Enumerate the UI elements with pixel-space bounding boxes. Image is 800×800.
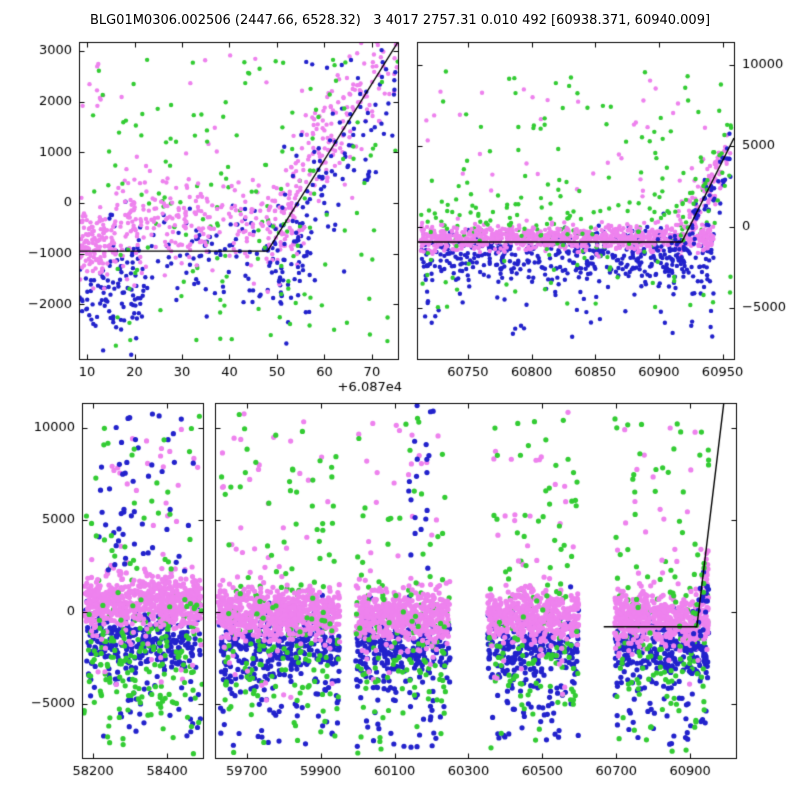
figure-title: BLG01M0306.002506 (2447.66, 6528.32) 3 4… <box>89 13 711 28</box>
